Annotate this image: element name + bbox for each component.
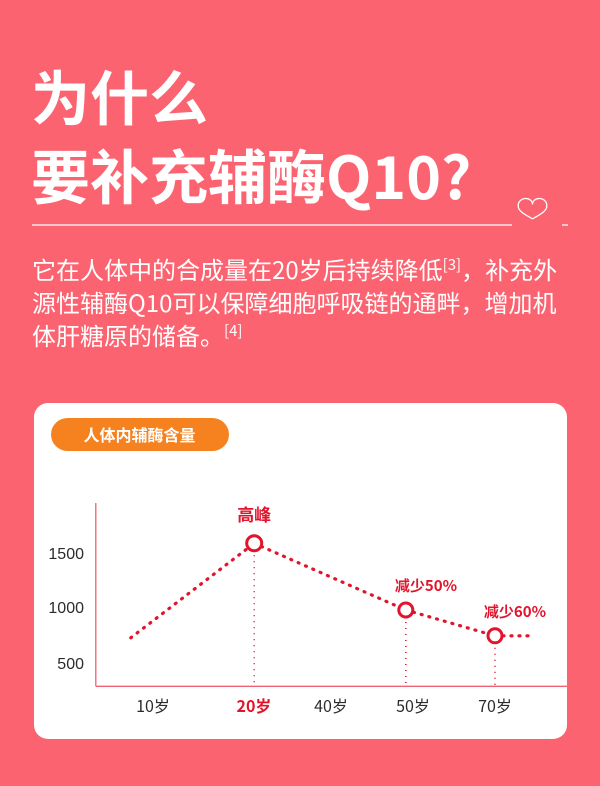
svg-text:高峰: 高峰: [237, 501, 271, 526]
svg-text:40岁: 40岁: [314, 693, 348, 717]
svg-text:500: 500: [57, 656, 84, 673]
svg-text:20岁: 20岁: [237, 693, 272, 717]
svg-text:1500: 1500: [48, 546, 84, 563]
svg-text:减少60%: 减少60%: [484, 601, 546, 622]
svg-text:10岁: 10岁: [136, 693, 170, 717]
svg-text:1000: 1000: [48, 600, 84, 617]
svg-text:减少50%: 减少50%: [395, 575, 457, 596]
svg-text:70岁: 70岁: [478, 693, 512, 717]
svg-text:50岁: 50岁: [396, 693, 430, 717]
